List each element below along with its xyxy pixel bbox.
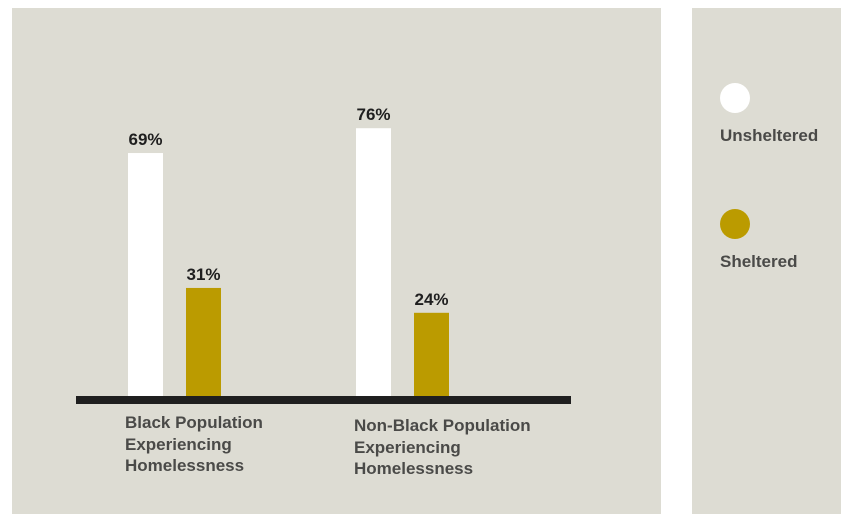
category-label-line: Non-Black Population <box>354 415 554 437</box>
bar-unsheltered-0 <box>128 153 163 398</box>
category-label-line: Experiencing <box>125 434 325 456</box>
bar-value-label: 69% <box>128 130 162 149</box>
bar-sheltered-0 <box>186 288 221 398</box>
category-label-non-black: Non-Black Population Experiencing Homele… <box>354 415 554 480</box>
legend-swatch-unsheltered <box>720 83 750 113</box>
bar-unsheltered-1 <box>356 128 391 398</box>
category-label-line: Homelessness <box>354 458 554 480</box>
legend-label-unsheltered: Unsheltered <box>720 126 818 146</box>
bar-chart: 69% 76% 31% 24% <box>12 8 661 514</box>
bar-value-label: 76% <box>356 105 390 124</box>
legend-panel: Unsheltered Sheltered <box>692 8 841 514</box>
bar-value-label: 24% <box>414 290 448 309</box>
category-label-line: Black Population <box>125 412 325 434</box>
legend-swatch-sheltered <box>720 209 750 239</box>
legend-item-unsheltered: Unsheltered <box>720 83 818 146</box>
x-axis-baseline <box>76 396 571 404</box>
bar-sheltered-1 <box>414 313 449 398</box>
category-label-line: Homelessness <box>125 455 325 477</box>
legend-item-sheltered: Sheltered <box>720 209 797 272</box>
category-label-line: Experiencing <box>354 437 554 459</box>
legend-label-sheltered: Sheltered <box>720 252 797 272</box>
chart-panel: 69% 76% 31% 24% Black Population Experienci… <box>12 8 661 514</box>
category-label-black: Black Population Experiencing Homelessne… <box>125 412 325 477</box>
bar-value-label: 31% <box>186 265 220 284</box>
